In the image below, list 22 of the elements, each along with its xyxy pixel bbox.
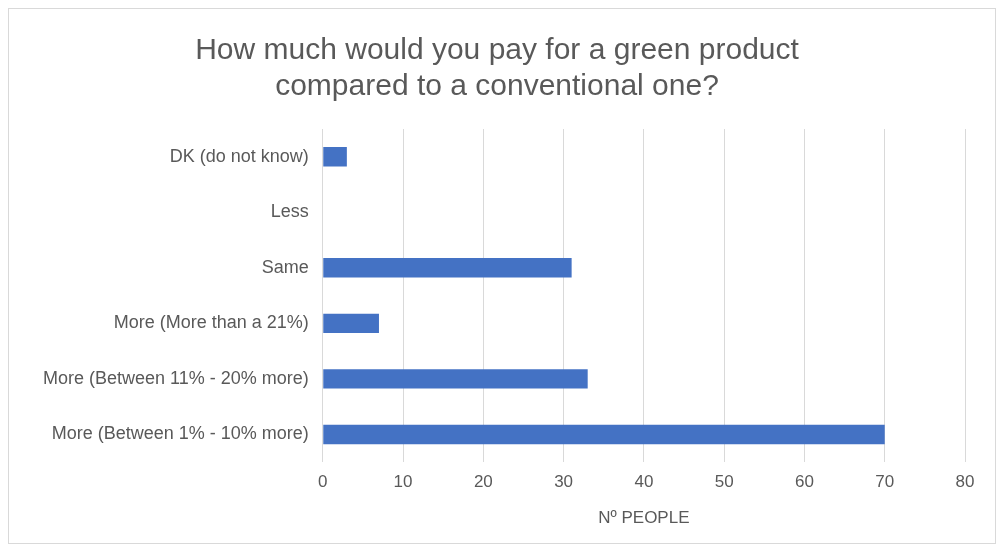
x-axis-title: Nº PEOPLE xyxy=(598,508,690,528)
y-tick-label: Less xyxy=(270,201,309,222)
y-tick-label: More (Between 1% - 10% more) xyxy=(51,423,309,444)
y-tick-label: DK (do not know) xyxy=(169,145,309,166)
x-tick-label: 30 xyxy=(554,472,574,492)
x-tick-label: 60 xyxy=(794,472,814,492)
x-tick-label: 80 xyxy=(955,472,975,492)
x-tick-label: 40 xyxy=(634,472,654,492)
chart-title: How much would you pay for a green product compared to a conventional one? xyxy=(195,32,800,102)
bar xyxy=(323,369,588,389)
y-tick-label: More (More than a 21%) xyxy=(113,312,309,333)
x-tick-label: 0 xyxy=(318,472,328,492)
bar xyxy=(323,424,885,445)
bar xyxy=(323,258,572,278)
x-tick-label: 20 xyxy=(473,472,493,492)
bar xyxy=(323,147,347,167)
y-tick-label: More (Between 11% - 20% more) xyxy=(42,367,309,388)
x-tick-label: 50 xyxy=(714,472,734,492)
y-tick-label: Same xyxy=(261,256,309,277)
x-tick-label: 70 xyxy=(875,472,895,492)
bar xyxy=(323,313,379,334)
x-tick-label: 10 xyxy=(393,472,413,492)
